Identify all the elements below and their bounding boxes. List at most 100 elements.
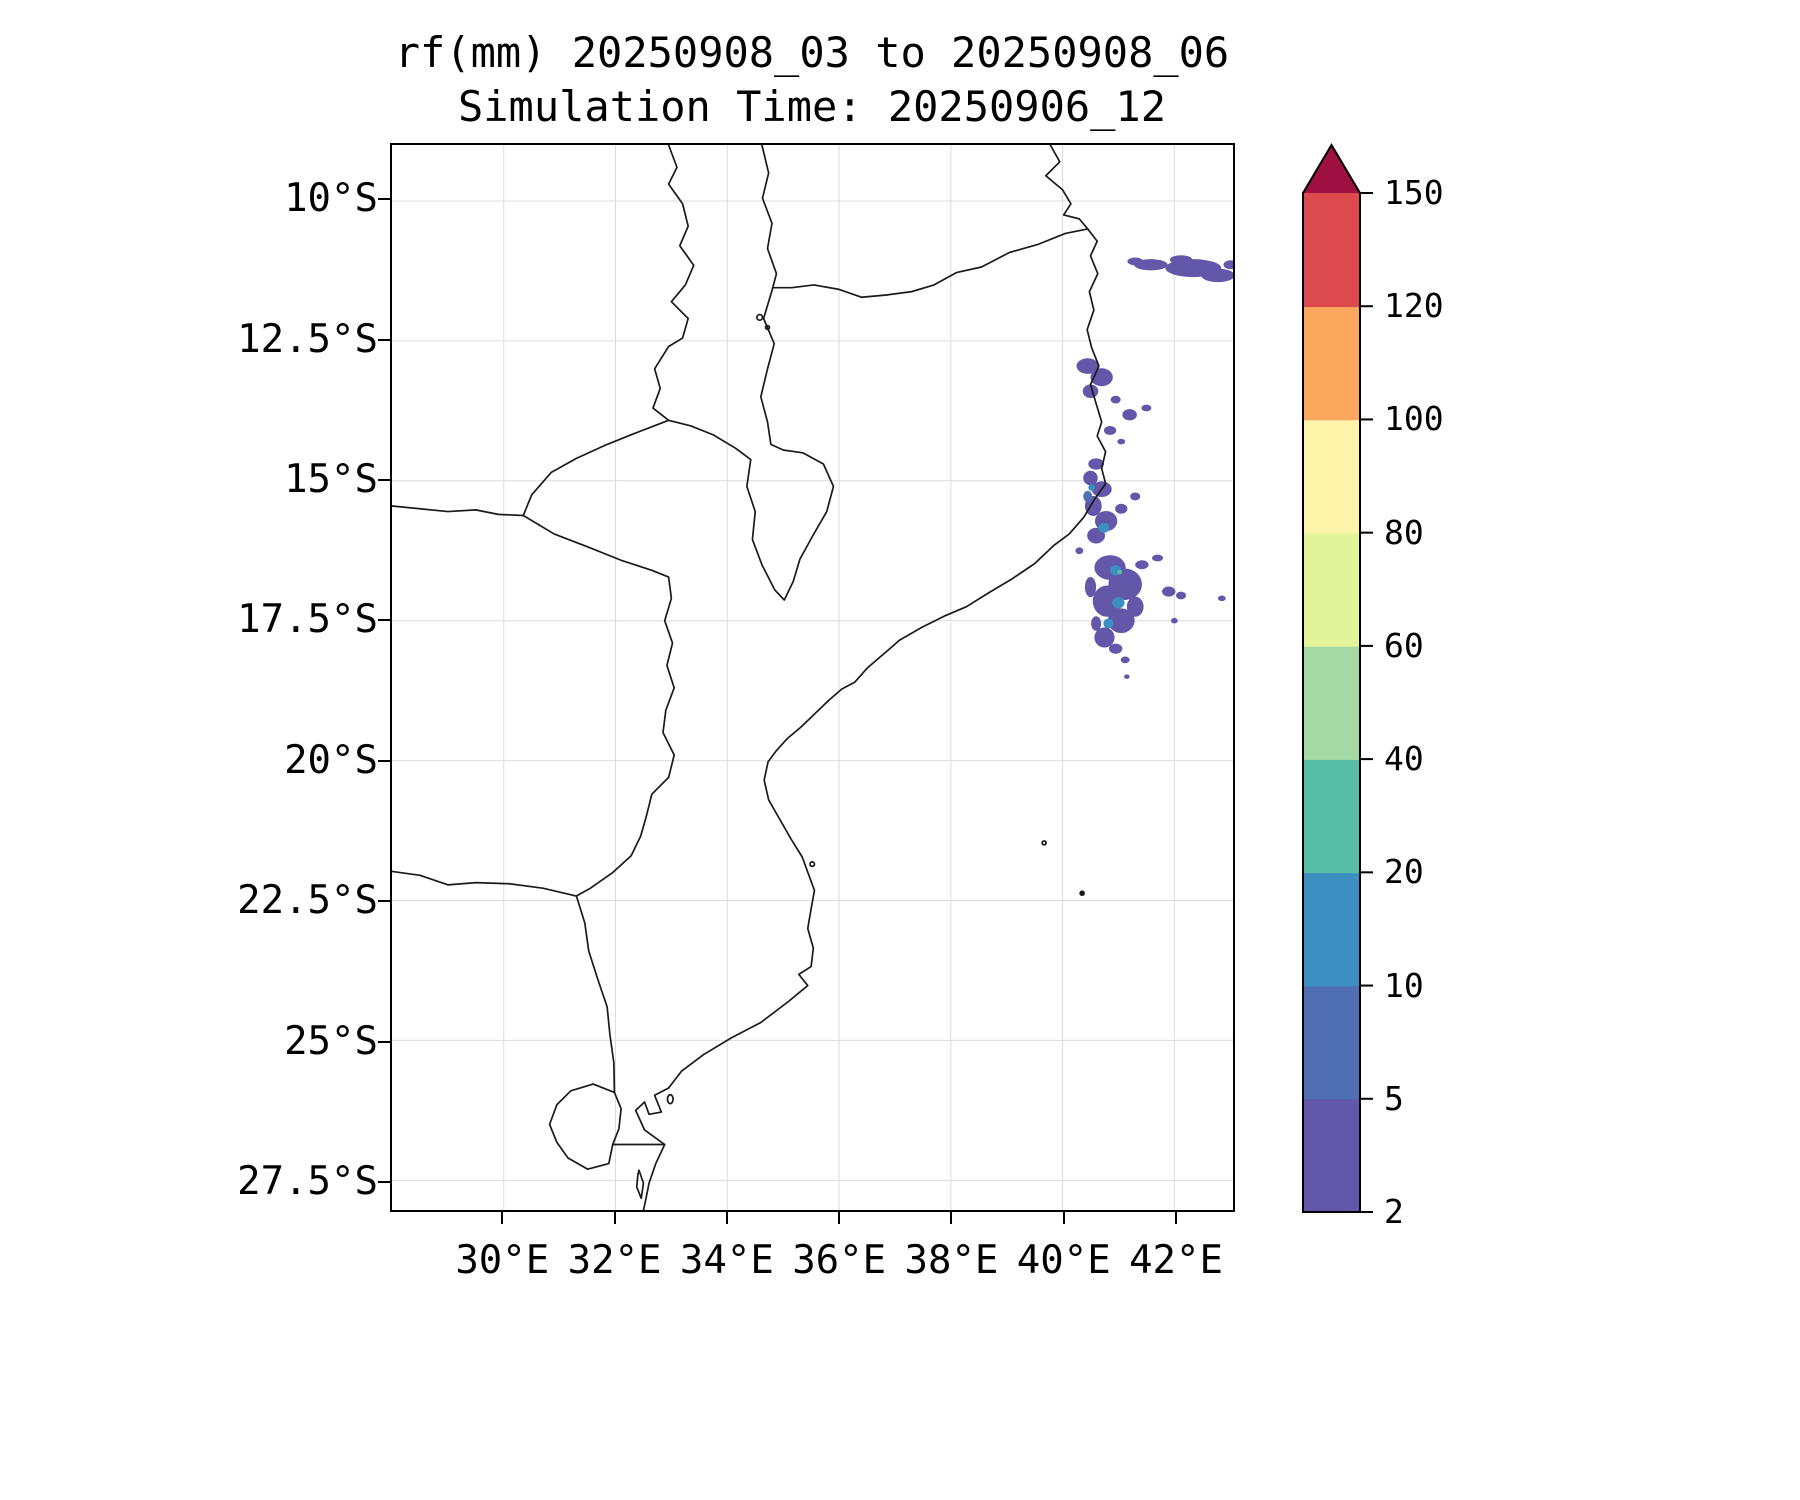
y-tick-mark	[378, 338, 390, 341]
country-borders	[392, 145, 1106, 1210]
y-tick-mark	[378, 1040, 390, 1043]
rain-cell	[1162, 586, 1176, 597]
malawi-border-and-lake	[653, 145, 833, 600]
likoma-island	[757, 315, 763, 321]
colorbar-tick-label: 2	[1384, 1192, 1404, 1231]
south-africa-mozambique-border	[576, 896, 664, 1144]
y-tick-label: 25°S	[284, 1018, 378, 1064]
rain-cell	[1088, 458, 1104, 470]
rain-cell	[1110, 395, 1121, 404]
x-tick-mark	[838, 1212, 841, 1224]
colorbar-segment	[1303, 985, 1360, 1100]
limpopo-border	[392, 871, 576, 896]
tanzania-coastline	[1046, 145, 1088, 229]
rain-cell	[1094, 627, 1115, 648]
colorbar	[1302, 143, 1373, 1213]
tanzania-mozambique-border	[773, 229, 1088, 297]
rain-cell	[1151, 554, 1164, 562]
colorbar-segment	[1303, 419, 1360, 534]
eswatini-border	[550, 1084, 615, 1169]
colorbar-segment	[1303, 759, 1360, 874]
colorbar-segment	[1303, 532, 1360, 647]
colorbar-tick-label: 120	[1384, 286, 1444, 326]
y-tick-label: 20°S	[284, 737, 378, 783]
y-tick-mark	[378, 619, 390, 622]
colorbar-segment	[1303, 872, 1360, 987]
rain-cell	[1130, 492, 1141, 501]
grid-layer	[392, 145, 1233, 1210]
colorbar-tick-label: 150	[1384, 173, 1444, 212]
rain-cell	[1122, 409, 1137, 421]
y-tick-mark	[378, 1181, 390, 1184]
x-tick-label: 30°E	[455, 1238, 550, 1283]
rain-cell	[1117, 438, 1126, 445]
map-svg	[392, 145, 1233, 1210]
y-tick-label: 22.5°S	[237, 878, 378, 924]
mozambique-coastline	[636, 229, 1106, 1210]
rain-cell	[1170, 617, 1178, 624]
colorbar-tick-label: 20	[1384, 852, 1424, 892]
x-tick-label: 40°E	[1016, 1238, 1111, 1283]
plot-title: rf(mm) 20250908_03 to 20250908_06	[394, 28, 1230, 77]
y-tick-mark	[378, 900, 390, 903]
bassas-da-india-island	[1042, 841, 1046, 845]
rain-cell	[1217, 595, 1226, 602]
x-tick-mark	[1062, 1212, 1065, 1224]
inhaca-island	[667, 1095, 673, 1104]
rain-cell	[1112, 597, 1125, 609]
rain-cell	[1115, 503, 1128, 514]
y-tick-mark	[378, 198, 390, 201]
x-tick-label: 32°E	[567, 1238, 662, 1283]
rain-cell	[1107, 608, 1135, 634]
x-tick-mark	[725, 1212, 728, 1224]
rain-cell	[1082, 384, 1099, 398]
rain-cell	[1076, 358, 1099, 374]
rain-cell	[1117, 569, 1123, 575]
rain-cell	[1141, 404, 1152, 412]
y-tick-label: 15°S	[284, 457, 378, 503]
colorbar-tick-label: 80	[1384, 512, 1424, 552]
x-tick-label: 42°E	[1129, 1238, 1223, 1283]
rain-cell	[1223, 260, 1233, 270]
st-lucia-lagoon	[637, 1170, 644, 1198]
y-tick-label: 10°S	[284, 176, 378, 222]
rain-cell	[1083, 490, 1093, 503]
y-tick-label: 27.5°S	[237, 1159, 378, 1205]
colorbar-tick-label: 10	[1384, 965, 1424, 1005]
rain-cell	[1134, 259, 1168, 271]
plot-subtitle: Simulation Time: 20250906_12	[457, 82, 1166, 131]
rain-cell	[1103, 618, 1114, 629]
colorbar-segment	[1303, 1098, 1360, 1213]
zambia-zambezi-border	[392, 506, 523, 516]
x-tick-label: 34°E	[679, 1238, 774, 1283]
x-tick-mark	[501, 1212, 504, 1224]
colorbar-tick-label: 60	[1384, 625, 1424, 665]
bazaruto-island	[810, 862, 814, 866]
colorbar-outline	[1302, 143, 1361, 1213]
rain-cell	[1201, 268, 1233, 283]
rain-cell	[1075, 547, 1084, 555]
x-tick-mark	[613, 1212, 616, 1224]
rain-cell	[1091, 616, 1102, 631]
zambia-mozambique-border	[523, 420, 668, 515]
europa-island	[1080, 891, 1084, 895]
rain-cell	[1084, 577, 1097, 598]
rain-cell	[1135, 560, 1149, 570]
rain-cell	[1126, 596, 1144, 617]
colorbar-over-arrow	[1303, 145, 1360, 193]
y-tick-mark	[378, 759, 390, 762]
colorbar-segment	[1303, 306, 1360, 421]
zimbabwe-mozambique-border	[523, 515, 674, 896]
y-tick-label: 17.5°S	[237, 597, 378, 643]
y-tick-mark	[378, 479, 390, 482]
colorbar-tick-label: 40	[1384, 739, 1424, 779]
x-tick-label: 36°E	[792, 1238, 887, 1283]
rain-cell	[1124, 674, 1130, 679]
x-tick-label: 38°E	[904, 1238, 999, 1283]
chizumulu-island	[766, 325, 770, 329]
colorbar-segment	[1303, 645, 1360, 760]
map-plot	[390, 143, 1235, 1212]
rain-cell	[1088, 484, 1095, 491]
rain-cell	[1083, 470, 1098, 486]
